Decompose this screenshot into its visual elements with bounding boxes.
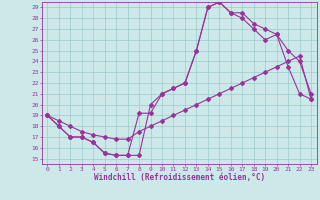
X-axis label: Windchill (Refroidissement éolien,°C): Windchill (Refroidissement éolien,°C) [94, 173, 265, 182]
